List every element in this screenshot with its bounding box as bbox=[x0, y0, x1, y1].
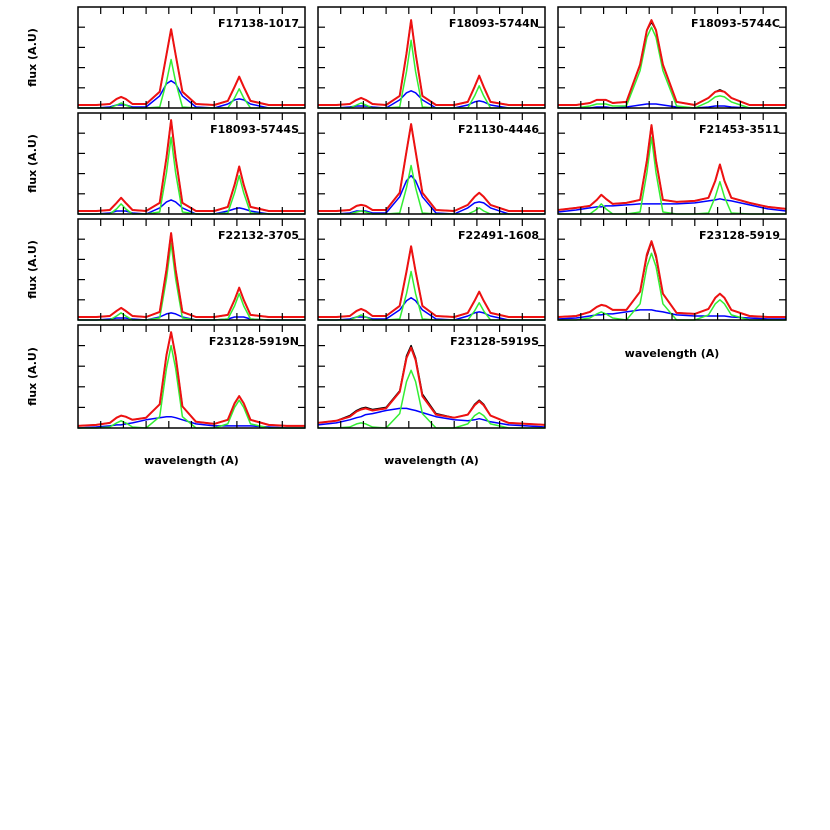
spectrum-line bbox=[557, 124, 787, 211]
spectrum-line bbox=[77, 331, 305, 427]
spectrum-line bbox=[317, 346, 546, 426]
y-axis-label: flux (A.U) bbox=[26, 134, 39, 193]
spectrum-line bbox=[557, 124, 787, 211]
spectrum-line bbox=[318, 245, 545, 318]
y-axis-label: flux (A.U) bbox=[26, 240, 39, 299]
spectrum-line bbox=[78, 344, 305, 429]
panel-title: F23128-5919S bbox=[450, 335, 539, 348]
spectrum-line bbox=[318, 245, 545, 318]
spectrum-line bbox=[557, 240, 786, 318]
y-axis-label: flux (A.U) bbox=[26, 28, 39, 87]
spectrum-line bbox=[557, 309, 786, 320]
spectrum-line bbox=[318, 270, 545, 321]
spectrum-line bbox=[558, 19, 786, 106]
spectrum-line bbox=[558, 252, 786, 321]
spectrum-line bbox=[78, 28, 305, 106]
spectrum-line bbox=[558, 26, 786, 109]
panel-title: F21453-3511 bbox=[699, 123, 780, 136]
spectrum-line bbox=[78, 136, 305, 215]
spectrum-line bbox=[78, 312, 305, 321]
spectrum-line bbox=[558, 103, 786, 109]
spectrum-line bbox=[317, 344, 546, 426]
panel-title: F17138-1017 bbox=[218, 17, 299, 30]
panel-title: F23128-5919N bbox=[209, 335, 299, 348]
x-axis-label: wavelength (A) bbox=[144, 454, 239, 467]
spectrum-line bbox=[318, 39, 545, 109]
spectrum-line bbox=[78, 199, 305, 215]
spectrum-line bbox=[318, 369, 545, 429]
panel-title: F22132-3705 bbox=[218, 229, 299, 242]
spectrum-line bbox=[317, 407, 546, 428]
spectrum-line bbox=[318, 19, 545, 106]
spectrum-line bbox=[558, 136, 786, 215]
panel-title: F18093-5744C bbox=[691, 17, 780, 30]
spectrum-line bbox=[78, 232, 305, 318]
spectrum-line bbox=[557, 198, 787, 213]
panel-title: F22491-1608 bbox=[458, 229, 539, 242]
spectrum-line bbox=[318, 19, 545, 106]
spectrum-line bbox=[77, 415, 305, 429]
panel-title: F23128-5919 bbox=[699, 229, 780, 242]
spectrum-line bbox=[318, 123, 545, 212]
spectrum-line bbox=[318, 123, 545, 212]
spectrum-line bbox=[78, 232, 305, 318]
spectrum-line bbox=[78, 119, 305, 212]
panel-title: F21130-4446 bbox=[458, 123, 539, 136]
spectrum-line bbox=[78, 242, 305, 321]
spectrum-line bbox=[318, 90, 545, 109]
spectrum-line bbox=[78, 58, 305, 109]
panel-title: F18093-5744N bbox=[449, 17, 539, 30]
x-axis-label: wavelength (A) bbox=[625, 347, 720, 360]
panel-title: F18093-5744S bbox=[210, 123, 299, 136]
spectrum-line bbox=[318, 164, 545, 215]
y-axis-label: flux (A.U) bbox=[26, 347, 39, 406]
x-axis-label: wavelength (A) bbox=[384, 454, 479, 467]
spectrum-line bbox=[78, 28, 305, 106]
